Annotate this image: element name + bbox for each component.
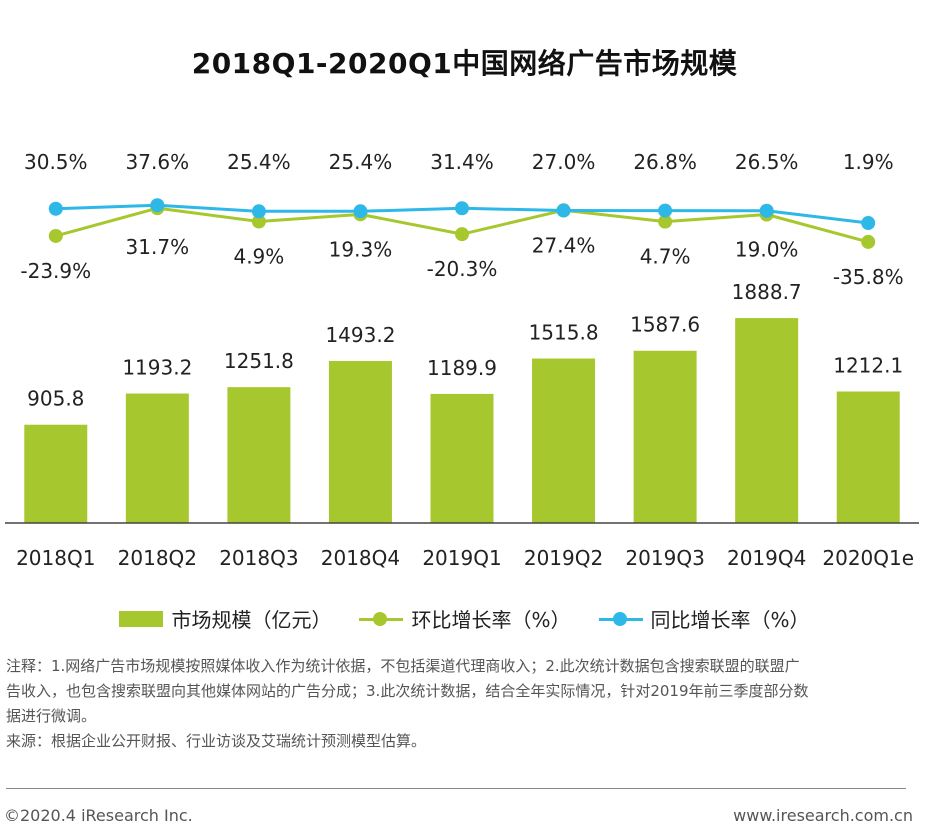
bar-label-2020Q1e: 1212.1 (833, 353, 903, 377)
chart-canvas: 905.8 1193.2 1251.8 1493.2 1189.9 1515.8 1587.… (5, 150, 919, 570)
chart-legend: 市场规模（亿元） 环比增长率（%） 同比增长率（%） (0, 604, 929, 633)
bar-label-2019Q4: 1888.7 (732, 280, 802, 304)
bar-2018Q2 (125, 393, 189, 523)
label-qoq-2019Q1: -20.3% (427, 257, 498, 281)
source-line: 来源：根据企业公开财报、行业访谈及艾瑞统计预测模型估算。 (6, 732, 427, 750)
bar-2019Q4 (735, 318, 799, 523)
point-qoq-2018Q1 (48, 228, 63, 243)
chart-notes: 注释：1.网络广告市场规模按照媒体收入作为统计依据，不包括渠道代理商收入；2.此… (6, 654, 926, 754)
point-yoy-2019Q1 (455, 201, 469, 216)
legend-item-yoy: 同比增长率（%） (598, 604, 810, 633)
bar-label-2018Q3: 1251.8 (224, 349, 294, 373)
chart-title: 2018Q1-2020Q1中国网络广告市场规模 (191, 47, 738, 80)
label-qoq-2018Q3: 4.9% (233, 245, 284, 269)
point-yoy-2018Q4 (353, 204, 368, 219)
website-link[interactable]: www.iresearch.com.cn (733, 806, 913, 825)
label-qoq-2019Q4: 19.0% (735, 238, 799, 262)
bar-label-2018Q4: 1493.2 (325, 323, 395, 347)
label-qoq-2018Q4: 19.3% (329, 237, 393, 261)
legend-yoy-swatch (598, 611, 643, 627)
bar-2019Q1 (430, 393, 494, 523)
legend-label-market-size: 市场规模（亿元） (171, 608, 332, 632)
label-yoy-2018Q1: 30.5% (24, 150, 88, 174)
note-line-1: 注释：1.网络广告市场规模按照媒体收入作为统计依据，不包括渠道代理商收入；2.此… (6, 657, 800, 675)
label-qoq-2018Q1: -23.9% (20, 259, 91, 283)
legend-label-yoy: 同比增长率（%） (650, 608, 810, 632)
copyright: ©2020.4 iResearch Inc. (4, 806, 193, 825)
bar-label-2018Q2: 1193.2 (122, 356, 192, 380)
bar-2020Q1e (836, 391, 900, 523)
x-tick-label-2018Q4: 2018Q4 (321, 546, 400, 570)
point-qoq-2020Q1e (861, 234, 876, 249)
label-yoy-2019Q3: 26.8% (633, 150, 697, 174)
point-yoy-2019Q2 (556, 203, 571, 218)
label-qoq-2019Q3: 4.7% (640, 245, 691, 269)
footer-divider (6, 788, 906, 789)
legend-label-qoq: 环比增长率（%） (411, 608, 571, 632)
x-tick-label-2019Q4: 2019Q4 (727, 546, 806, 570)
x-tick-label-2018Q1: 2018Q1 (16, 546, 95, 570)
point-qoq-2018Q3 (251, 214, 266, 229)
x-tick-label-2019Q2: 2019Q2 (524, 546, 603, 570)
label-yoy-2020Q1e: 1.9% (843, 150, 894, 174)
x-tick-label-2019Q3: 2019Q3 (625, 546, 704, 570)
label-yoy-2018Q3: 25.4% (227, 150, 291, 174)
point-yoy-2020Q1e (861, 216, 876, 231)
point-yoy-2019Q3 (658, 203, 673, 218)
bar-2018Q3 (227, 387, 291, 523)
point-yoy-2018Q2 (150, 198, 165, 213)
bar-label-2019Q2: 1515.8 (529, 321, 599, 345)
label-yoy-2019Q4: 26.5% (735, 150, 799, 174)
point-qoq-2019Q3 (658, 214, 673, 229)
label-yoy-2019Q2: 27.0% (532, 150, 596, 174)
x-tick-label-2020Q1e: 2020Q1e (822, 546, 914, 570)
label-qoq-2020Q1e: -35.8% (833, 265, 904, 289)
bar-2018Q4 (328, 360, 392, 523)
x-tick-label-2018Q2: 2018Q2 (118, 546, 197, 570)
label-qoq-2019Q2: 27.4% (532, 233, 596, 257)
label-qoq-2018Q2: 31.7% (126, 235, 190, 259)
bar-label-2018Q1: 905.8 (27, 387, 84, 411)
label-yoy-2018Q2: 37.6% (126, 150, 190, 174)
legend-item-market-size: 市场规模（亿元） (119, 604, 331, 633)
bar-2019Q3 (633, 350, 697, 523)
note-line-3: 据进行微调。 (6, 707, 97, 725)
legend-item-qoq: 环比增长率（%） (359, 604, 571, 633)
legend-qoq-swatch (359, 611, 404, 627)
point-qoq-2019Q1 (455, 227, 469, 242)
note-line-2: 告收入，也包含搜索联盟向其他媒体网站的广告分成；3.此次统计数据，结合全年实际情… (6, 682, 809, 700)
bar-label-2019Q3: 1587.6 (630, 313, 700, 337)
point-yoy-2018Q1 (48, 201, 63, 216)
legend-bar-swatch (119, 610, 164, 627)
label-yoy-2019Q1: 31.4% (430, 150, 494, 174)
x-tick-label-2019Q1: 2019Q1 (422, 546, 501, 570)
bar-2019Q2 (532, 358, 596, 523)
label-yoy-2018Q4: 25.4% (329, 150, 393, 174)
point-yoy-2018Q3 (251, 204, 266, 219)
x-tick-label-2018Q3: 2018Q3 (219, 546, 298, 570)
point-yoy-2019Q4 (759, 203, 774, 218)
bar-2018Q1 (24, 424, 88, 523)
bar-label-2019Q1: 1189.9 (427, 356, 497, 380)
